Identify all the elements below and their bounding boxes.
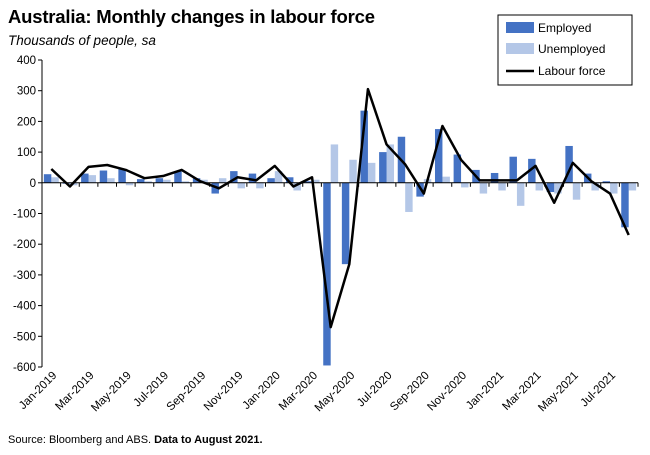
unemployed-bar — [535, 182, 544, 191]
employed-bar — [174, 171, 182, 183]
employed-bar — [118, 168, 126, 183]
employed-bar — [528, 158, 536, 183]
unemployed-bar — [349, 159, 357, 183]
y-tick-label: 400 — [17, 55, 36, 67]
employed-bar — [360, 110, 368, 183]
y-tick-label: -400 — [13, 301, 36, 313]
employed-bar — [285, 177, 294, 183]
unemployed-bar — [367, 162, 376, 183]
employed-bar — [323, 182, 331, 366]
unemployed-bar — [461, 182, 469, 188]
unemployed-bar — [274, 171, 283, 183]
unemployed-bar — [181, 181, 190, 183]
unemployed-bar — [200, 179, 208, 183]
unemployed-bar — [218, 178, 227, 183]
unemployed-bar — [51, 177, 59, 183]
employed-bar — [136, 179, 145, 183]
y-tick-label: 100 — [17, 147, 36, 159]
x-tick-label: May-2019 — [89, 370, 134, 415]
y-tick-label: -500 — [13, 331, 36, 343]
employed-bar — [99, 170, 108, 183]
x-tick-label: May-2020 — [313, 370, 358, 415]
unemployed-bar — [572, 182, 581, 200]
legend-swatch-unemployed — [506, 43, 534, 54]
x-tick-label: Nov-2019 — [202, 370, 246, 414]
employed-bar — [602, 181, 611, 183]
x-tick-label: Sep-2019 — [165, 370, 209, 414]
legend-label-employed: Employed — [538, 21, 591, 35]
unemployed-bar — [610, 182, 618, 194]
x-tick-label: Sep-2020 — [388, 370, 432, 414]
y-tick-label: 0 — [30, 178, 36, 190]
unemployed-bar — [498, 182, 506, 191]
labour-force-line — [50, 87, 630, 329]
employed-bar — [621, 182, 629, 228]
unemployed-bar — [256, 182, 264, 189]
source-note: Source: Bloomberg and ABS. Data to Augus… — [8, 434, 263, 446]
employed-bar — [509, 156, 517, 183]
y-tick-label: -200 — [13, 239, 36, 251]
employed-bar — [304, 181, 313, 183]
employed-bar — [565, 145, 573, 183]
unemployed-bar — [144, 181, 152, 183]
chart-title: Australia: Monthly changes in labour for… — [8, 6, 375, 27]
y-tick-label: 200 — [17, 116, 36, 128]
employed-bar — [546, 182, 555, 193]
unemployed-bar — [88, 175, 97, 183]
unemployed-bar — [125, 182, 134, 186]
source-text: Source: Bloomberg and ABS. — [8, 434, 152, 446]
employed-bar — [341, 182, 350, 265]
employed-bar — [434, 129, 443, 183]
employed-bar — [490, 172, 499, 183]
x-tick-label: Jan-2019 — [17, 370, 59, 412]
unemployed-bar — [442, 176, 450, 183]
legend: Employed Unemployed Labour force — [497, 14, 633, 86]
unemployed-bar — [516, 182, 525, 206]
legend-label-unemployed: Unemployed — [538, 42, 605, 56]
unemployed-bar — [386, 144, 395, 183]
employed-bar — [267, 178, 275, 183]
unemployed-bar — [237, 182, 246, 189]
employed-bar — [155, 178, 164, 183]
unemployed-bar — [591, 182, 599, 191]
legend-swatch-employed — [506, 22, 534, 33]
unemployed-bar — [479, 182, 488, 194]
employed-bar — [379, 152, 387, 183]
employed-bar — [43, 174, 52, 183]
employed-bar — [230, 171, 238, 183]
employed-bar — [248, 173, 257, 183]
employed-bar — [192, 178, 201, 183]
unemployed-bar — [554, 182, 562, 194]
y-tick-label: -100 — [13, 209, 36, 221]
x-tick-label: Nov-2020 — [425, 370, 469, 414]
y-tick-label: 300 — [17, 86, 36, 98]
unemployed-bar — [628, 182, 637, 191]
labour-force-line-layer — [50, 87, 630, 329]
x-tick-label: Jan-2020 — [241, 370, 283, 412]
y-tick-label: -600 — [13, 362, 36, 374]
unemployed-bar — [163, 179, 171, 183]
legend-label-labour-force: Labour force — [538, 64, 606, 78]
unemployed-bar — [107, 178, 115, 183]
x-tick-label: Jul-2021 — [578, 370, 618, 410]
unemployed-bar — [293, 182, 301, 191]
x-tick-label: May-2021 — [536, 370, 581, 415]
y-tick-label: -300 — [13, 270, 36, 282]
employed-bar — [453, 154, 462, 183]
data-date-note: Data to August 2021. — [154, 434, 263, 446]
chart-subtitle: Thousands of people, sa — [8, 33, 156, 48]
employed-bar — [81, 173, 89, 183]
unemployed-bar — [330, 144, 339, 183]
x-tick-label: Jan-2021 — [464, 370, 506, 412]
unemployed-bar — [405, 182, 413, 212]
unemployed-bar — [312, 179, 320, 183]
